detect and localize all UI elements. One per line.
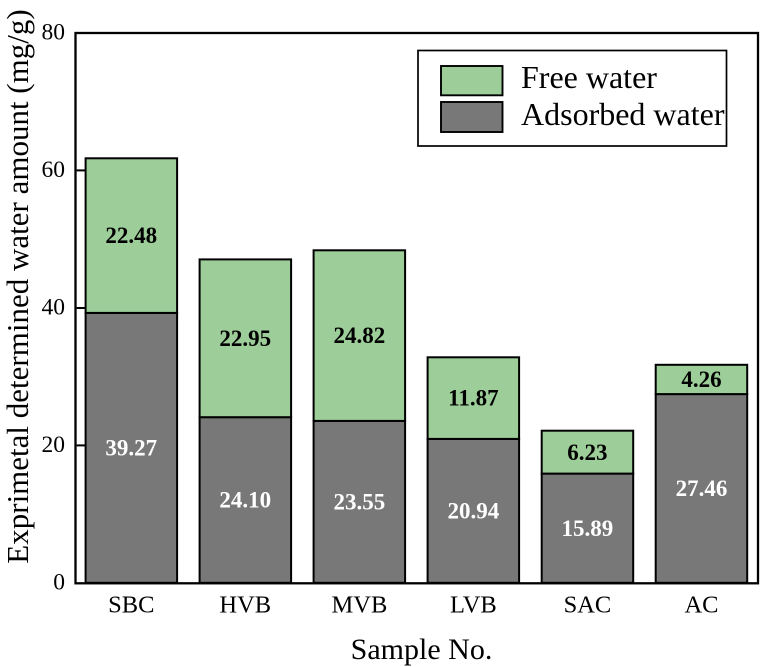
svg-text:0: 0 (53, 570, 65, 596)
svg-text:Exprimetal determined water am: Exprimetal determined water amount (mg/g… (0, 9, 35, 563)
svg-text:20: 20 (42, 432, 66, 458)
svg-text:MVB: MVB (331, 591, 387, 618)
svg-text:Adsorbed water: Adsorbed water (521, 96, 725, 132)
svg-text:22.95: 22.95 (219, 326, 271, 351)
svg-text:4.26: 4.26 (681, 367, 721, 392)
svg-text:11.87: 11.87 (448, 386, 498, 411)
svg-text:24.10: 24.10 (219, 488, 271, 513)
svg-text:SBC: SBC (108, 591, 154, 618)
svg-text:HVB: HVB (219, 591, 271, 618)
svg-text:SAC: SAC (564, 591, 612, 618)
svg-text:Free water: Free water (521, 59, 657, 95)
svg-text:LVB: LVB (450, 591, 497, 618)
svg-text:39.27: 39.27 (105, 435, 157, 460)
svg-text:80: 80 (42, 20, 66, 46)
svg-text:AC: AC (684, 591, 718, 618)
svg-text:27.46: 27.46 (676, 476, 728, 501)
svg-text:40: 40 (42, 295, 66, 321)
svg-text:15.89: 15.89 (562, 516, 614, 541)
svg-text:24.82: 24.82 (334, 323, 386, 348)
svg-text:20.94: 20.94 (448, 498, 500, 523)
svg-text:6.23: 6.23 (567, 440, 607, 465)
svg-text:22.48: 22.48 (105, 223, 157, 248)
svg-text:60: 60 (42, 157, 66, 183)
svg-text:23.55: 23.55 (334, 489, 386, 514)
svg-text:Sample No.: Sample No. (351, 633, 493, 666)
